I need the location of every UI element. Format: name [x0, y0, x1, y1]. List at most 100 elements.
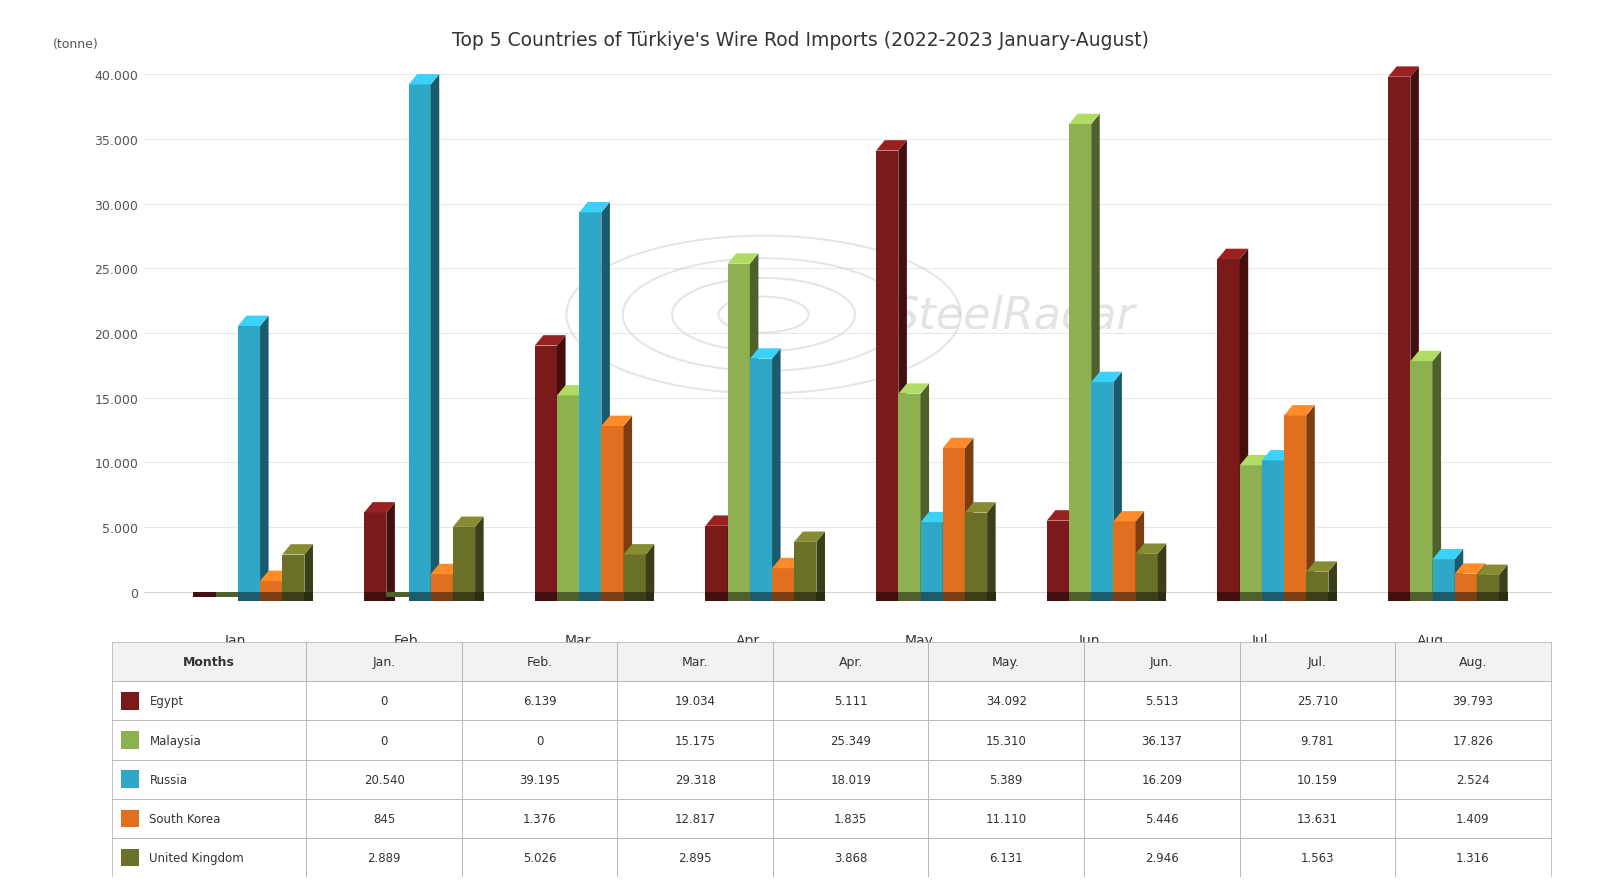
Polygon shape — [965, 593, 987, 602]
Bar — [1085, 681, 1240, 720]
Text: 2.895: 2.895 — [678, 851, 712, 864]
Polygon shape — [282, 593, 291, 602]
Bar — [1240, 759, 1395, 799]
Polygon shape — [1477, 565, 1507, 575]
Text: 10.159: 10.159 — [1296, 773, 1338, 786]
Polygon shape — [1285, 416, 1306, 593]
Polygon shape — [728, 593, 736, 602]
Polygon shape — [706, 516, 736, 526]
Text: 6.139: 6.139 — [523, 695, 557, 708]
Polygon shape — [750, 593, 758, 602]
Polygon shape — [216, 593, 238, 597]
Polygon shape — [1410, 593, 1419, 602]
Polygon shape — [965, 513, 987, 593]
Polygon shape — [304, 545, 314, 593]
Polygon shape — [1285, 593, 1306, 602]
Polygon shape — [282, 571, 291, 593]
Text: 25.349: 25.349 — [830, 734, 872, 747]
Polygon shape — [1432, 593, 1454, 602]
Polygon shape — [1306, 593, 1315, 602]
Polygon shape — [773, 558, 803, 569]
Polygon shape — [706, 526, 728, 593]
Polygon shape — [238, 327, 261, 593]
Polygon shape — [1432, 549, 1464, 560]
Bar — [307, 681, 462, 720]
Text: United Kingdom: United Kingdom — [149, 851, 245, 864]
Polygon shape — [1069, 593, 1077, 602]
Polygon shape — [534, 336, 565, 346]
Polygon shape — [877, 152, 898, 593]
Bar — [120, 731, 139, 749]
Polygon shape — [942, 512, 952, 593]
Text: Jun.: Jun. — [1150, 656, 1173, 668]
Polygon shape — [557, 593, 579, 602]
Text: 5.026: 5.026 — [523, 851, 557, 864]
Text: 11.110: 11.110 — [986, 812, 1027, 825]
Polygon shape — [1306, 572, 1328, 593]
Polygon shape — [365, 593, 386, 602]
Polygon shape — [557, 385, 587, 396]
Polygon shape — [557, 593, 565, 602]
Bar — [112, 642, 307, 681]
Polygon shape — [1046, 593, 1069, 602]
Polygon shape — [1136, 544, 1166, 555]
Polygon shape — [1240, 455, 1270, 466]
Polygon shape — [1114, 372, 1122, 593]
Polygon shape — [261, 593, 282, 602]
Polygon shape — [430, 75, 440, 593]
Polygon shape — [1285, 406, 1315, 416]
Text: 19.034: 19.034 — [675, 695, 715, 708]
Polygon shape — [816, 532, 826, 593]
Text: 25.710: 25.710 — [1296, 695, 1338, 708]
Text: SteelRadar: SteelRadar — [890, 294, 1134, 337]
Text: 15.175: 15.175 — [675, 734, 715, 747]
Bar — [928, 838, 1085, 877]
Polygon shape — [430, 574, 453, 593]
Bar — [773, 681, 928, 720]
Polygon shape — [898, 394, 920, 593]
Text: 1.376: 1.376 — [523, 812, 557, 825]
Text: Top 5 Countries of Türkiye's Wire Rod Imports (2022-2023 January-August): Top 5 Countries of Türkiye's Wire Rod Im… — [451, 31, 1149, 50]
Bar — [112, 759, 307, 799]
Bar — [120, 810, 139, 828]
Bar — [462, 720, 618, 759]
Polygon shape — [1046, 510, 1077, 521]
Polygon shape — [557, 396, 579, 593]
Polygon shape — [898, 593, 907, 602]
Polygon shape — [773, 593, 794, 602]
Polygon shape — [1432, 593, 1442, 602]
Polygon shape — [602, 593, 624, 602]
Polygon shape — [1218, 250, 1248, 260]
Text: 36.137: 36.137 — [1141, 734, 1182, 747]
Polygon shape — [920, 523, 942, 593]
Polygon shape — [1158, 544, 1166, 593]
Polygon shape — [624, 593, 632, 602]
Bar — [1085, 642, 1240, 681]
Polygon shape — [1158, 593, 1166, 602]
Text: 17.826: 17.826 — [1453, 734, 1493, 747]
Polygon shape — [1069, 593, 1091, 602]
Polygon shape — [1069, 114, 1099, 125]
Polygon shape — [238, 593, 261, 602]
Polygon shape — [646, 593, 654, 602]
Polygon shape — [898, 593, 920, 602]
Bar — [462, 838, 618, 877]
Polygon shape — [579, 593, 587, 602]
Polygon shape — [1091, 593, 1099, 602]
Polygon shape — [1091, 593, 1114, 602]
Text: 9.781: 9.781 — [1301, 734, 1334, 747]
Polygon shape — [1091, 372, 1122, 383]
Polygon shape — [1477, 593, 1499, 602]
Text: 39.793: 39.793 — [1453, 695, 1493, 708]
Text: 3.868: 3.868 — [834, 851, 867, 864]
Text: 1.563: 1.563 — [1301, 851, 1334, 864]
Polygon shape — [1069, 510, 1077, 593]
Polygon shape — [965, 502, 995, 513]
Polygon shape — [1389, 67, 1419, 78]
Bar — [307, 838, 462, 877]
Polygon shape — [1454, 593, 1477, 602]
Polygon shape — [1410, 361, 1432, 593]
Polygon shape — [750, 349, 781, 359]
Polygon shape — [261, 581, 282, 593]
Text: 1.316: 1.316 — [1456, 851, 1490, 864]
